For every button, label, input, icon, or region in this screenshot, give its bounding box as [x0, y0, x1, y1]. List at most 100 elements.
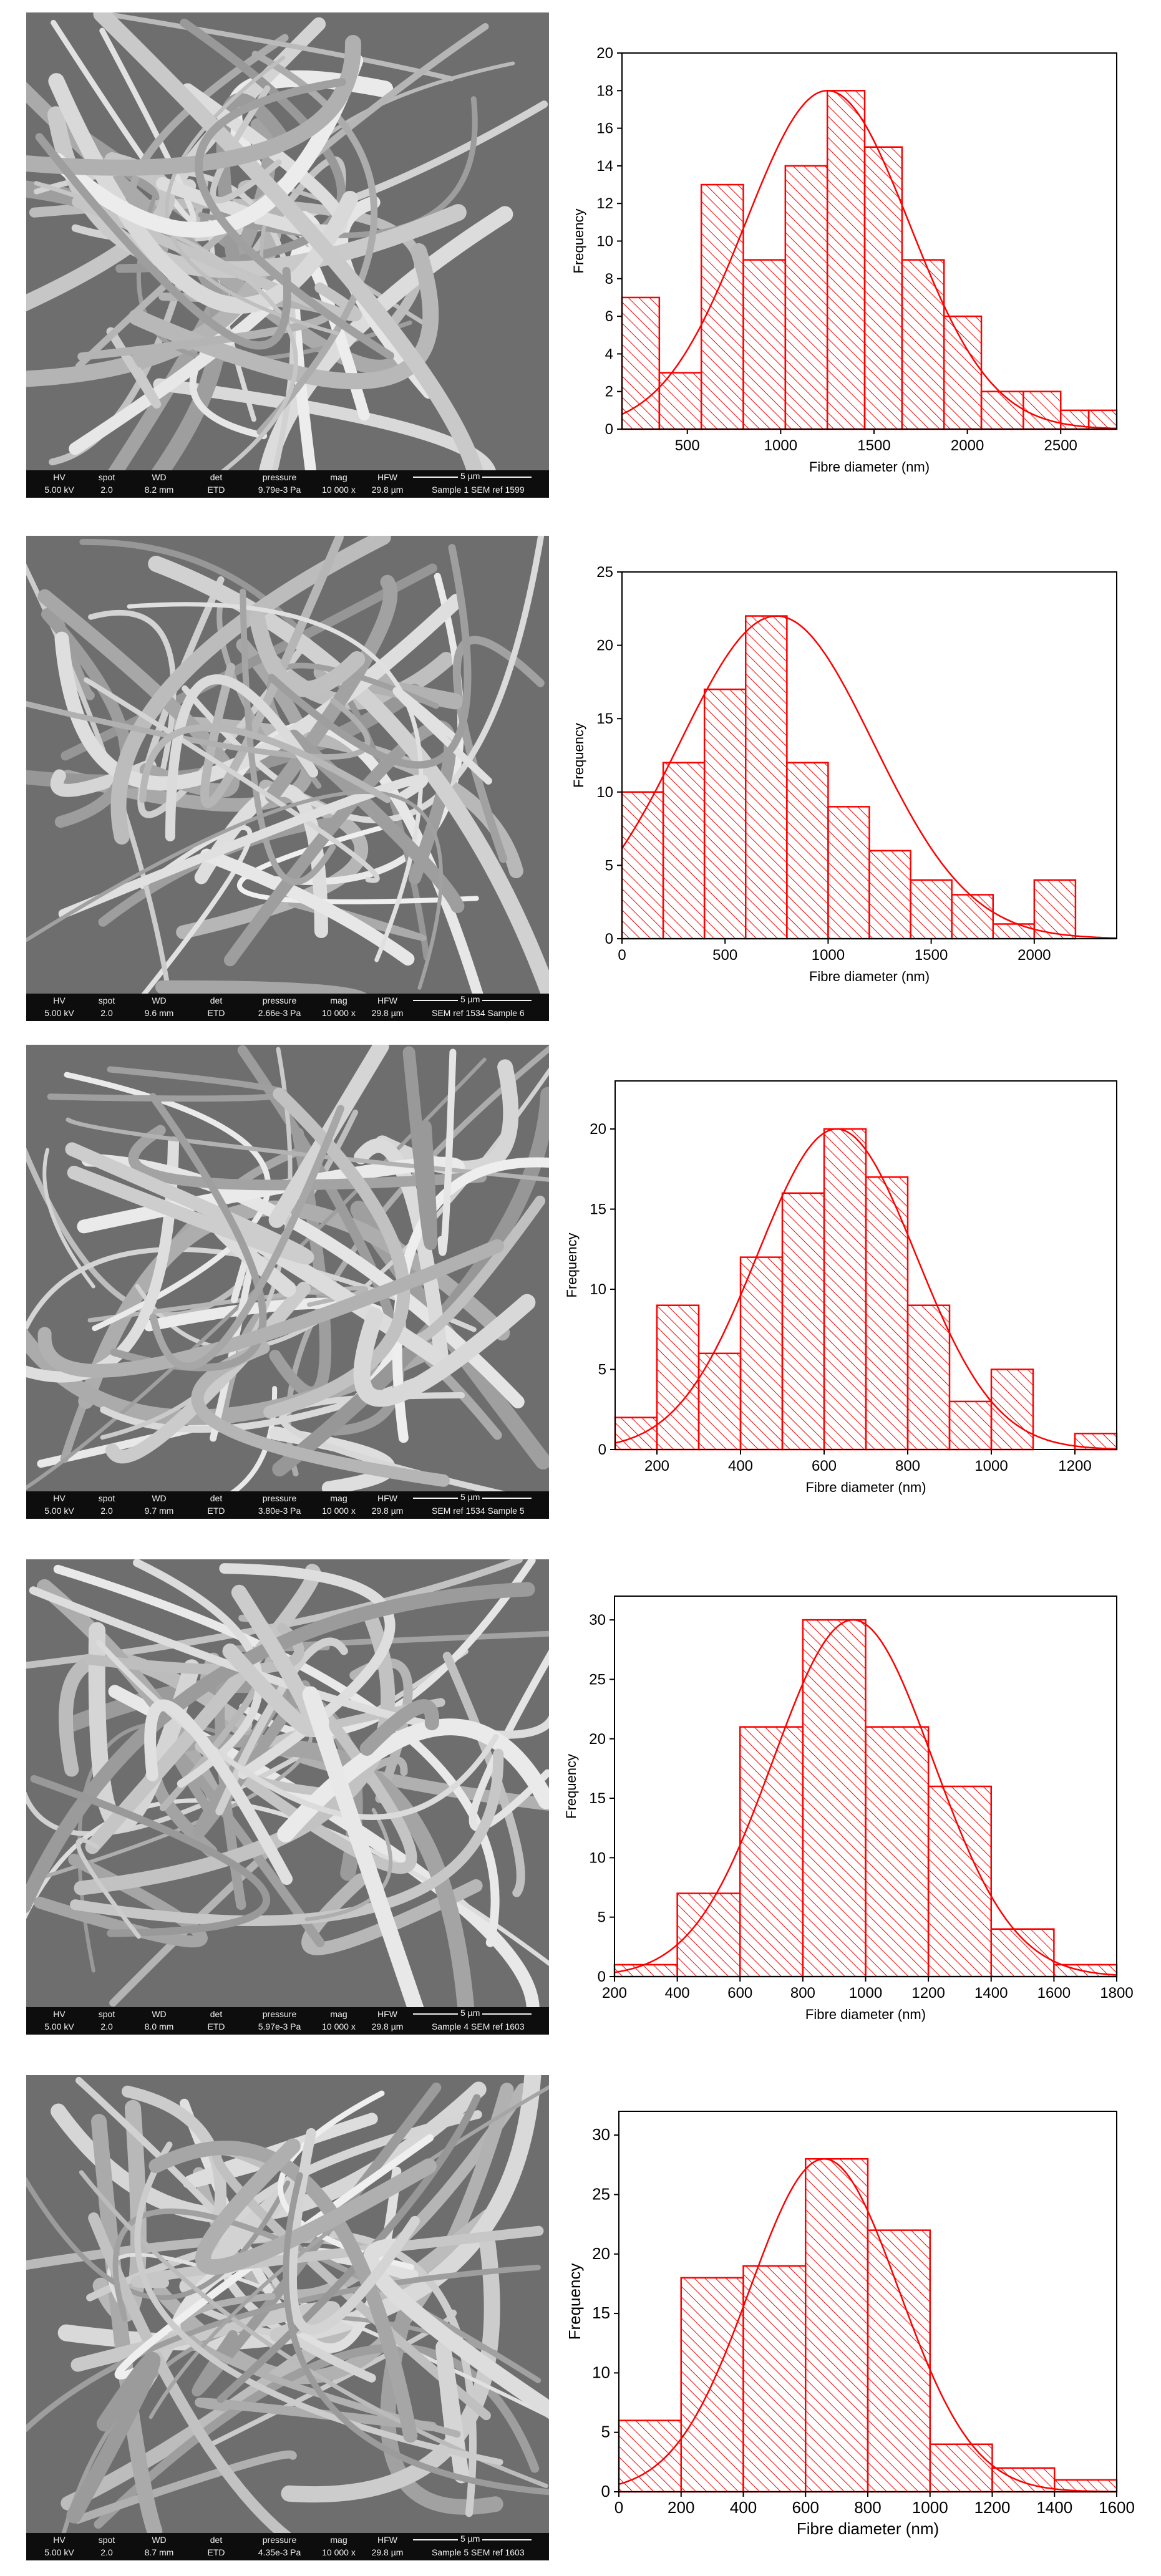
- fibre-strand: [51, 19, 197, 225]
- fibre-strand: [148, 2085, 549, 2419]
- databar-header: pressure: [262, 2535, 297, 2545]
- x-tick-label: 1000: [974, 1458, 1008, 1474]
- databar-value: 5.00 kV: [44, 1506, 74, 1516]
- sem-databar-5: HV spot WD det pressure mag HFW 5.00 kV …: [26, 2533, 549, 2560]
- x-tick-label: 500: [712, 947, 737, 964]
- x-tick-label: 1000: [812, 947, 845, 964]
- histogram-bar: [992, 923, 1036, 940]
- histogram-bar: [745, 615, 788, 940]
- fibre-strand: [269, 1127, 332, 1398]
- databar-value: ETD: [207, 1008, 225, 1018]
- databar-value: 2.0: [100, 1008, 113, 1018]
- databar-value: 5.00 kV: [44, 485, 74, 495]
- sem-micrograph-4: HV spot WD det pressure mag HFW 5.00 kV …: [26, 1559, 549, 2035]
- x-tick-label: 200: [602, 1985, 627, 2002]
- sem-databar-3: HV spot WD det pressure mag HFW 5.00 kV …: [26, 1491, 549, 1519]
- y-tick-label: 5: [601, 2423, 610, 2441]
- fibre-strand: [148, 555, 549, 994]
- x-tick-label: 1000: [849, 1985, 882, 2002]
- databar-header: WD: [152, 2009, 167, 2019]
- y-tick-label: 0: [601, 2482, 610, 2501]
- databar-header: WD: [152, 2535, 167, 2545]
- databar-value: 10 000 x: [322, 1008, 356, 1018]
- histogram-bar: [618, 2419, 682, 2493]
- histogram-bar: [826, 90, 866, 430]
- databar-header: HFW: [377, 1493, 397, 1503]
- y-tick-label: 20: [596, 45, 613, 62]
- fibre-strand: [130, 2225, 544, 2288]
- fibre-strand: [363, 2239, 549, 2419]
- histogram-bar: [990, 1928, 1055, 1978]
- histogram-bar: [929, 2443, 993, 2493]
- y-tick-label: 25: [589, 1671, 606, 1688]
- fibre-strand: [359, 1699, 439, 1756]
- y-tick-label: 10: [589, 1849, 606, 1866]
- fibre-strand: [48, 73, 359, 314]
- scale-bar-label: 5 µm: [458, 994, 483, 1004]
- histogram-bar: [658, 372, 702, 430]
- fibre-strand: [195, 1711, 417, 1874]
- fibre-strand: [402, 1046, 437, 1251]
- x-axis-label: Fibre diameter (nm): [809, 969, 930, 984]
- y-tick-label: 0: [605, 421, 613, 438]
- databar-header: mag: [330, 2009, 347, 2019]
- fibre-strand: [165, 674, 319, 841]
- databar-header: HV: [53, 2009, 66, 2019]
- databar-value: 8.0 mm: [144, 2022, 174, 2031]
- databar-header: spot: [98, 2535, 115, 2545]
- sample-label: SEM ref 1534 Sample 5: [432, 1506, 525, 1516]
- histogram-bar: [868, 850, 911, 940]
- fibre-strand: [230, 1386, 278, 1491]
- databar-header: pressure: [262, 472, 297, 482]
- fibre-strand: [392, 687, 492, 785]
- histogram-bar: [823, 1128, 867, 1451]
- histogram-bar: [948, 1400, 993, 1451]
- x-tick-label: 1400: [1036, 2498, 1072, 2517]
- databar-value: 5.00 kV: [44, 1008, 74, 1018]
- databar-value: 10 000 x: [322, 485, 356, 495]
- y-tick-label: 4: [605, 346, 613, 362]
- fibre-texture: [26, 536, 549, 994]
- x-tick-label: 1200: [911, 1985, 945, 2002]
- fibre-strand: [110, 536, 391, 845]
- fibre-strand: [195, 2138, 437, 2275]
- fibre-strand: [442, 1652, 525, 1897]
- scale-bar-label: 5 µm: [458, 471, 483, 481]
- fibre-strand: [61, 563, 437, 761]
- x-tick-label: 1500: [857, 437, 890, 454]
- databar-header: WD: [152, 995, 167, 1005]
- histogram-bar: [802, 1619, 867, 1978]
- fibre-strand: [106, 327, 162, 409]
- fibre-strand: [272, 1087, 549, 1477]
- histogram-bar: [656, 1304, 700, 1451]
- fibre-strand: [210, 85, 282, 204]
- normal-fit-curve: [614, 1619, 1117, 1976]
- fibre-strand: [74, 2450, 297, 2524]
- scale-bar-label: 5 µm: [458, 2008, 483, 2018]
- y-tick-label: 30: [589, 1612, 606, 1629]
- x-tick-label: 500: [675, 437, 700, 454]
- y-axis-label: Frequency: [563, 1754, 579, 1819]
- x-tick-label: 1200: [974, 2498, 1011, 2517]
- sem-micrograph-1: HV spot WD det pressure mag HFW 5.00 kV …: [26, 12, 549, 498]
- x-tick-label: 800: [790, 1985, 815, 2002]
- fibre-texture: [26, 1045, 549, 1491]
- databar-value: 2.0: [100, 2022, 113, 2031]
- histogram-bar: [867, 2229, 931, 2493]
- normal-fit-curve: [621, 90, 1117, 430]
- databar-value: 2.0: [100, 2547, 113, 2557]
- fibre-strand: [469, 1649, 549, 1832]
- databar-header: pressure: [262, 995, 297, 1005]
- databar-header: WD: [152, 472, 167, 482]
- y-tick-label: 15: [592, 2303, 610, 2322]
- fibre-strand: [37, 1239, 505, 1378]
- databar-header: det: [210, 995, 223, 1005]
- sem-databar-4: HV spot WD det pressure mag HFW 5.00 kV …: [26, 2007, 549, 2035]
- databar-value: 10 000 x: [322, 1506, 356, 1516]
- x-tick-label: 800: [895, 1458, 920, 1474]
- fibre-strand: [26, 1582, 535, 1913]
- databar-value: ETD: [207, 2547, 225, 2557]
- databar-header: WD: [152, 1493, 167, 1503]
- histogram-bar: [805, 2158, 869, 2493]
- y-tick-label: 20: [596, 637, 613, 654]
